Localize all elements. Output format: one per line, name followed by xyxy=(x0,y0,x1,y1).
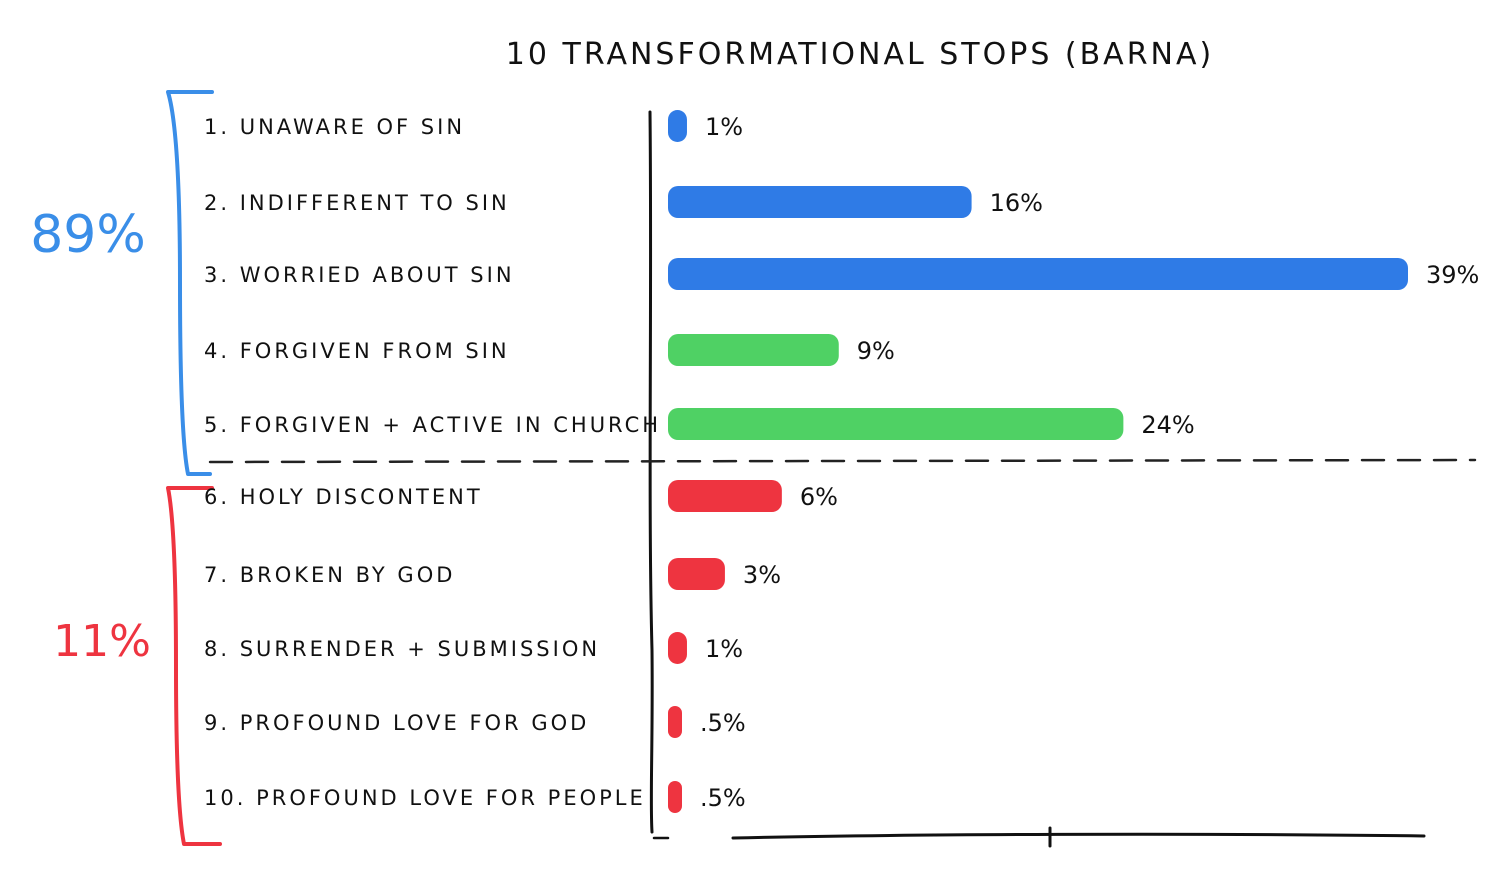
bar xyxy=(668,334,839,366)
category-label: 10. PROFOUND LOVE FOR PEOPLE xyxy=(204,786,646,810)
y-axis xyxy=(648,110,654,834)
category-label: 7. BROKEN BY GOD xyxy=(204,563,455,587)
bar xyxy=(668,480,782,512)
bar xyxy=(668,408,1124,440)
category-label: 1. UNAWARE OF SIN xyxy=(204,115,465,139)
category-label: 8. SURRENDER + SUBMISSION xyxy=(204,637,600,661)
value-label: 3% xyxy=(743,561,781,589)
value-label: 1% xyxy=(705,113,743,141)
value-label: .5% xyxy=(700,709,746,737)
bar xyxy=(668,258,1408,290)
bar xyxy=(668,706,682,738)
value-label: 24% xyxy=(1141,411,1194,439)
category-label: 5. FORGIVEN + ACTIVE IN CHURCH xyxy=(204,413,661,437)
bar xyxy=(668,186,972,218)
bar xyxy=(668,781,682,813)
x-axis xyxy=(731,832,1426,840)
category-label: 3. WORRIED ABOUT SIN xyxy=(204,263,515,287)
group-percentage-label: 11% xyxy=(53,616,151,667)
bars xyxy=(668,110,1408,813)
group-percentage-label: 89% xyxy=(30,205,146,265)
value-label: 1% xyxy=(705,635,743,663)
group-brackets: 89% 11% xyxy=(30,90,222,846)
value-label: 9% xyxy=(857,337,895,365)
category-label: 9. PROFOUND LOVE FOR GOD xyxy=(204,711,589,735)
value-label: .5% xyxy=(700,784,746,812)
value-label: 16% xyxy=(990,189,1043,217)
category-label: 2. INDIFFERENT TO SIN xyxy=(204,191,510,215)
group-divider xyxy=(208,458,1477,464)
chart-title: 10 TRANSFORMATIONAL STOPS (BARNA) xyxy=(506,37,1214,72)
value-labels: 1% 16% 39% 9% 24% 6% 3% 1% .5% .5% xyxy=(700,113,1479,812)
bar xyxy=(668,110,687,142)
bar xyxy=(668,632,687,664)
category-label: 4. FORGIVEN FROM SIN xyxy=(204,339,510,363)
group-bracket xyxy=(166,90,214,476)
category-labels: 1. UNAWARE OF SIN 2. INDIFFERENT TO SIN 3.… xyxy=(204,115,661,810)
group-bracket xyxy=(166,486,222,846)
value-label: 6% xyxy=(800,483,838,511)
category-label: 6. HOLY DISCONTENT xyxy=(204,485,483,509)
value-label: 39% xyxy=(1426,261,1479,289)
bar xyxy=(668,558,725,590)
